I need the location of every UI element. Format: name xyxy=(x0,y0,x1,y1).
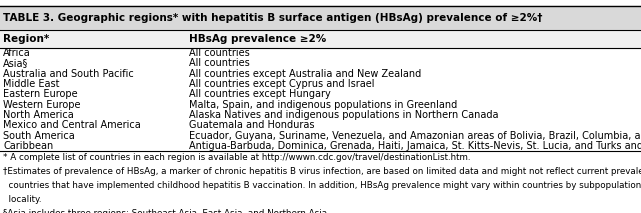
Text: Antigua-Barbuda, Dominica, Grenada, Haiti, Jamaica, St. Kitts-Nevis, St. Lucia, : Antigua-Barbuda, Dominica, Grenada, Hait… xyxy=(189,141,641,151)
Text: †Estimates of prevalence of HBsAg, a marker of chronic hepatitis B virus infecti: †Estimates of prevalence of HBsAg, a mar… xyxy=(3,167,641,176)
Text: All countries: All countries xyxy=(189,58,250,68)
Text: Malta, Spain, and indigenous populations in Greenland: Malta, Spain, and indigenous populations… xyxy=(189,100,457,110)
Text: Asia§: Asia§ xyxy=(3,58,29,68)
Text: Ecuador, Guyana, Suriname, Venezuela, and Amazonian areas of Bolivia, Brazil, Co: Ecuador, Guyana, Suriname, Venezuela, an… xyxy=(189,131,641,141)
Text: Mexico and Central America: Mexico and Central America xyxy=(3,120,141,130)
Bar xyxy=(0,30,641,48)
Text: All countries except Hungary: All countries except Hungary xyxy=(189,89,331,99)
Text: South America: South America xyxy=(3,131,75,141)
Text: * A complete list of countries in each region is available at http://wwwn.cdc.go: * A complete list of countries in each r… xyxy=(3,153,470,162)
Text: HBsAg prevalence ≥2%: HBsAg prevalence ≥2% xyxy=(189,34,326,44)
Text: Australia and South Pacific: Australia and South Pacific xyxy=(3,69,134,79)
Text: Middle East: Middle East xyxy=(3,79,60,89)
Text: §Asia includes three regions: Southeast Asia, East Asia, and Northern Asia.: §Asia includes three regions: Southeast … xyxy=(3,209,330,213)
Text: Africa: Africa xyxy=(3,48,31,58)
Text: Region*: Region* xyxy=(3,34,49,44)
Text: TABLE 3. Geographic regions* with hepatitis B surface antigen (HBsAg) prevalence: TABLE 3. Geographic regions* with hepati… xyxy=(3,13,542,23)
Text: Alaska Natives and indigenous populations in Northern Canada: Alaska Natives and indigenous population… xyxy=(189,110,499,120)
Text: All countries: All countries xyxy=(189,48,250,58)
Text: Guatemala and Honduras: Guatemala and Honduras xyxy=(189,120,315,130)
Text: countries that have implemented childhood hepatitis B vaccination. In addition, : countries that have implemented childhoo… xyxy=(3,181,641,190)
Bar xyxy=(0,6,641,30)
Text: locality.: locality. xyxy=(3,195,42,204)
Text: All countries except Australia and New Zealand: All countries except Australia and New Z… xyxy=(189,69,421,79)
Text: Western Europe: Western Europe xyxy=(3,100,81,110)
Text: All countries except Cyprus and Israel: All countries except Cyprus and Israel xyxy=(189,79,374,89)
Text: North America: North America xyxy=(3,110,74,120)
Text: Eastern Europe: Eastern Europe xyxy=(3,89,78,99)
Text: Caribbean: Caribbean xyxy=(3,141,53,151)
